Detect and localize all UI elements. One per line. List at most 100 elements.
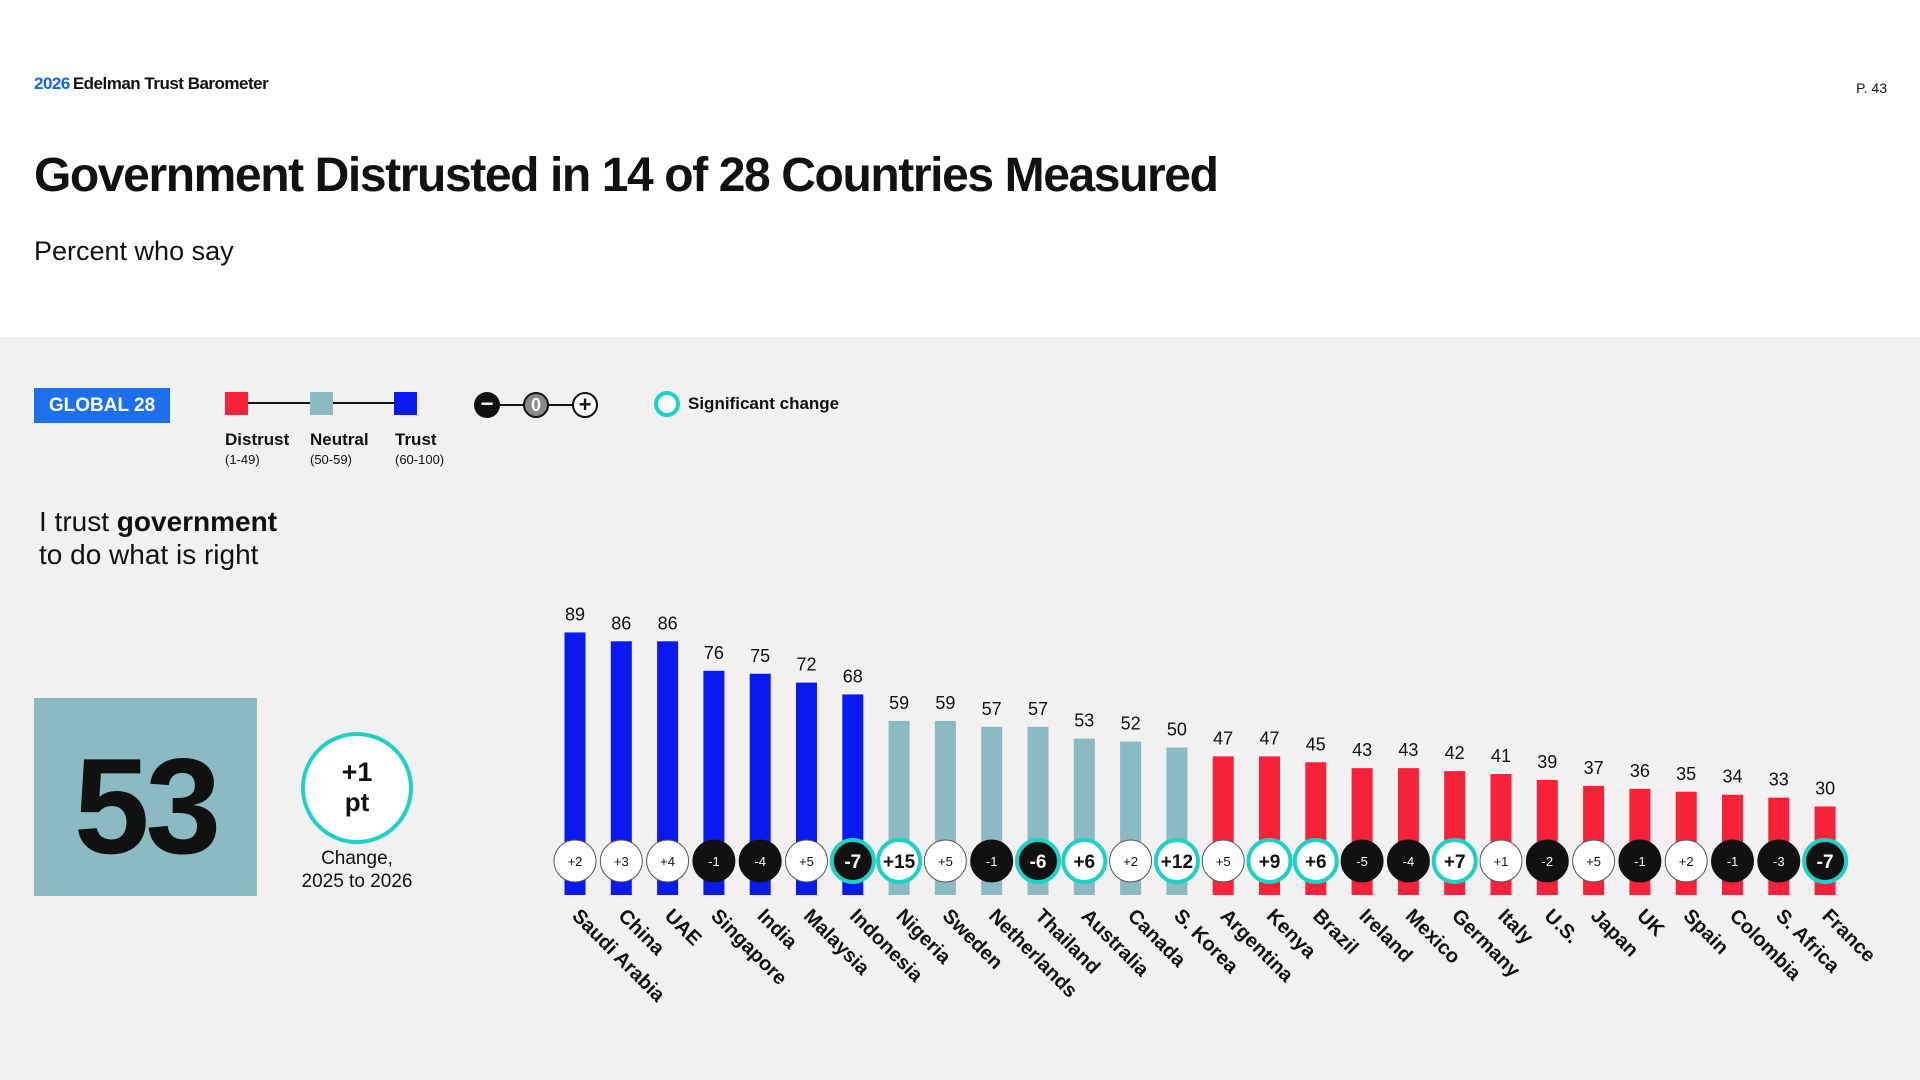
value-label-22: 37	[1584, 758, 1604, 778]
global-change-circle: +1 pt	[301, 732, 413, 844]
change-label-3: -1	[708, 854, 720, 869]
global-change-label: Change, 2025 to 2026	[272, 847, 442, 893]
value-label-6: 68	[843, 666, 863, 686]
change-circle-13	[1153, 838, 1200, 884]
statement-bold: government	[116, 506, 278, 537]
value-label-16: 45	[1306, 734, 1326, 754]
statement-line2: to do what is right	[39, 539, 259, 570]
change-label-line2: 2025 to 2026	[301, 871, 413, 892]
value-label-0: 89	[565, 604, 585, 624]
change-circle-3	[692, 839, 736, 883]
change-label-19: +7	[1444, 852, 1466, 873]
value-label-19: 42	[1445, 743, 1465, 763]
value-label-9: 57	[982, 699, 1002, 719]
change-label-16: +6	[1305, 852, 1327, 873]
change-label-23: -1	[1634, 854, 1646, 869]
global-badge: GLOBAL 28	[34, 388, 170, 423]
legend-trust-range: (60-100)	[395, 452, 445, 467]
global-change-value: +1	[341, 757, 373, 787]
change-label-8: +5	[938, 854, 953, 869]
change-label-20: +1	[1494, 854, 1509, 869]
change-label-0: +2	[568, 854, 583, 869]
change-circle-8	[923, 839, 967, 883]
change-label-13: +12	[1161, 852, 1193, 873]
change-circle-26	[1757, 839, 1801, 883]
legend-neutral-label: Neutral	[310, 430, 369, 449]
bar-0	[564, 632, 586, 895]
change-label-1: +3	[614, 854, 629, 869]
change-circle-25	[1711, 839, 1754, 883]
bar-2	[657, 641, 679, 895]
change-circle-1	[599, 839, 643, 883]
brand-logo: 2026 Edelman Trust Barometer	[34, 74, 269, 94]
value-label-21: 39	[1537, 752, 1557, 772]
value-label-10: 57	[1028, 699, 1048, 719]
change-label-7: +15	[883, 852, 916, 873]
value-label-17: 43	[1352, 740, 1372, 760]
change-label-12: +2	[1123, 854, 1138, 869]
chart-panel: GLOBAL 28 Distrust Neutral Trust (1-49) …	[0, 337, 1920, 1080]
change-circle-23	[1618, 839, 1662, 883]
bar-4	[749, 673, 771, 895]
zero-icon: 0	[523, 392, 549, 418]
plus-icon: +	[572, 392, 598, 418]
value-label-4: 75	[750, 646, 770, 666]
brand-year: 2026	[34, 74, 70, 93]
change-label-10: -6	[1030, 852, 1047, 873]
value-label-27: 30	[1815, 779, 1835, 799]
change-label-25: -1	[1727, 854, 1739, 869]
change-circle-14	[1201, 839, 1245, 883]
change-label-22: +5	[1586, 854, 1601, 869]
value-label-12: 52	[1121, 714, 1141, 734]
legend-distrust-range: (1-49)	[225, 452, 260, 467]
change-circle-5	[785, 839, 828, 883]
change-circle-9	[970, 839, 1014, 883]
change-label-18: -4	[1403, 854, 1415, 869]
change-label-4: -4	[754, 854, 766, 869]
value-label-8: 59	[935, 693, 955, 713]
brand-name: Edelman Trust Barometer	[72, 74, 269, 93]
value-label-7: 59	[889, 693, 909, 713]
value-label-24: 35	[1676, 764, 1696, 784]
value-label-18: 43	[1398, 740, 1418, 760]
value-label-13: 50	[1167, 720, 1187, 740]
change-circle-4	[738, 839, 782, 883]
value-label-1: 86	[611, 613, 631, 633]
page-subtitle: Percent who say	[34, 236, 234, 266]
change-circle-15	[1246, 838, 1293, 884]
value-label-11: 53	[1074, 711, 1094, 731]
change-label-9: -1	[986, 854, 998, 869]
change-label-24: +2	[1679, 854, 1694, 869]
category-label-21: U.S.	[1540, 905, 1583, 948]
bar-3	[703, 670, 725, 895]
change-circle-24	[1664, 839, 1708, 883]
page-title: Government Distrusted in 14 of 28 Countr…	[34, 149, 1219, 202]
category-label-24: Spain	[1679, 905, 1733, 959]
category-label-23: UK	[1632, 905, 1668, 941]
value-label-2: 86	[658, 613, 678, 633]
change-circle-18	[1386, 839, 1430, 883]
value-label-5: 72	[796, 655, 816, 675]
value-label-15: 47	[1259, 728, 1279, 748]
legend-trust-label: Trust	[395, 430, 437, 449]
value-label-14: 47	[1213, 728, 1233, 748]
page-number: P. 43	[1856, 80, 1887, 96]
change-circle-0	[553, 839, 597, 883]
minus-icon: −	[474, 392, 500, 418]
change-circle-2	[646, 839, 690, 883]
category-label-22: Japan	[1586, 905, 1642, 961]
change-label-line1: Change,	[321, 848, 393, 869]
change-label-27: -7	[1817, 852, 1834, 873]
change-label-14: +5	[1216, 854, 1231, 869]
header: 2026 Edelman Trust Barometer P. 43 Govern…	[0, 0, 1920, 337]
change-circle-19	[1431, 838, 1478, 884]
change-circle-16	[1292, 838, 1339, 884]
legend-neutral-range: (50-59)	[310, 452, 352, 467]
change-circle-7	[876, 838, 923, 884]
significant-change-label: Significant change	[688, 394, 840, 413]
value-label-23: 36	[1630, 761, 1650, 781]
legend-neutral-swatch	[310, 392, 333, 415]
global-score: 53	[73, 730, 221, 882]
change-label-21: -2	[1542, 854, 1554, 869]
